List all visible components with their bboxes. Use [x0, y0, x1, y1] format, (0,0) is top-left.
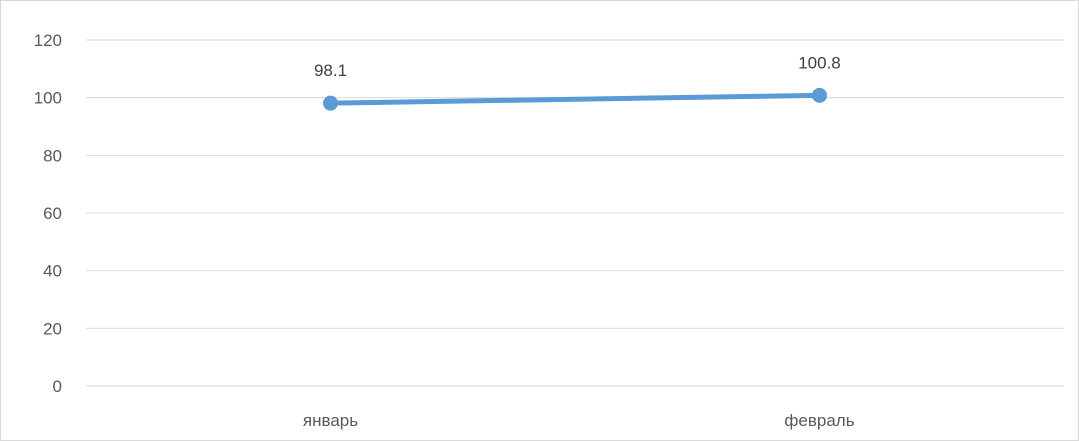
x-tick-label: февраль — [784, 411, 854, 430]
data-label: 100.8 — [798, 53, 841, 72]
series-line — [328, 92, 822, 106]
data-point-marker — [323, 95, 338, 111]
y-axis-tick-labels: 0 20 40 60 80 100 120 — [34, 31, 62, 396]
y-tick-label: 80 — [43, 146, 62, 165]
gridlines — [86, 39, 1064, 387]
data-labels: 98.1 100.8 — [314, 53, 841, 80]
series-line-group — [323, 87, 827, 111]
y-tick-label: 60 — [43, 204, 62, 223]
y-tick-label: 20 — [43, 319, 62, 338]
x-axis-tick-labels: январь февраль — [303, 411, 855, 430]
y-tick-label: 40 — [43, 262, 62, 281]
data-point-marker — [812, 87, 827, 103]
x-tick-label: январь — [303, 411, 358, 430]
y-tick-label: 100 — [34, 89, 62, 108]
data-label: 98.1 — [314, 61, 347, 80]
y-tick-label: 120 — [34, 31, 62, 50]
y-tick-label: 0 — [53, 377, 62, 396]
